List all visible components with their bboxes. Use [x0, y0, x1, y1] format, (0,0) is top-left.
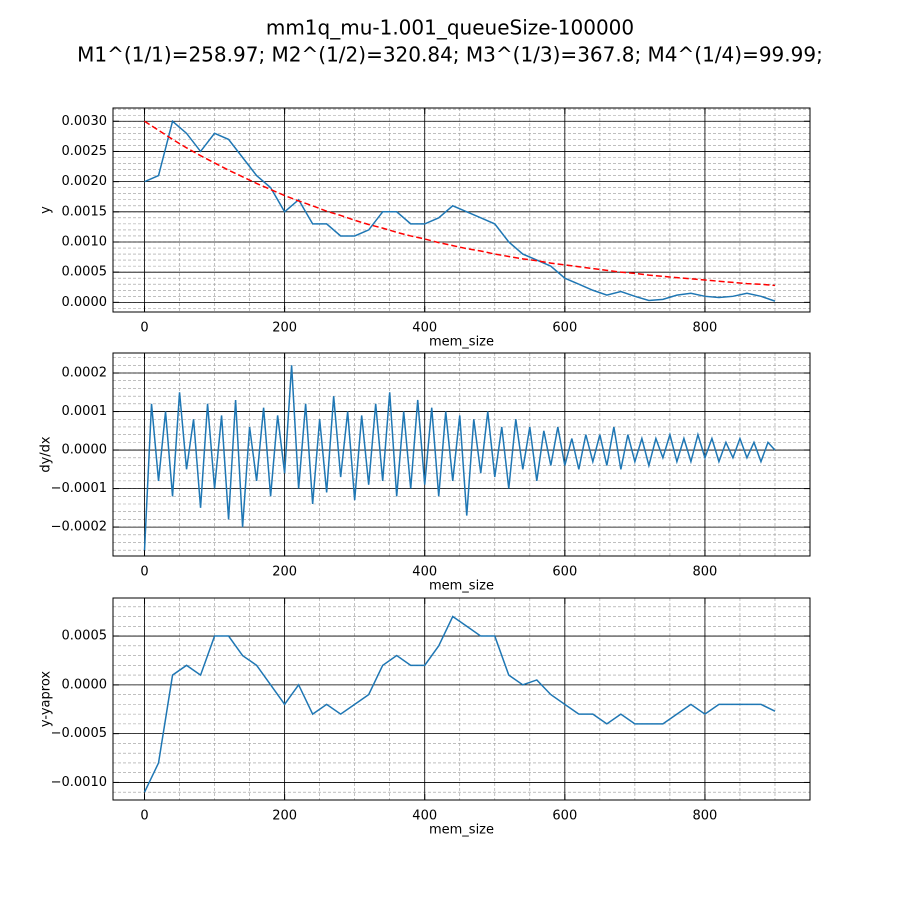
y-axis-label: y: [39, 206, 54, 214]
y-tick-label: 0.0005: [62, 629, 108, 644]
x-axis-label: mem_size: [429, 579, 494, 594]
x-tick-label: 600: [552, 565, 577, 580]
y-tick-label: 0.0025: [62, 144, 108, 159]
axes-frame: [112, 597, 811, 801]
x-tick-label: 400: [412, 321, 437, 336]
y-tick-label: 0.0000: [62, 443, 108, 458]
x-tick-label: 800: [693, 321, 718, 336]
plot-area: 0 200 400 600 800 0.0000 0.0005 0.0010 0.0015 0.0…: [39, 107, 811, 350]
axes-frame: [112, 107, 811, 313]
x-tick-label: 200: [272, 565, 297, 580]
x-axis-label: mem_size: [429, 823, 494, 838]
data-line: [144, 119, 776, 302]
x-tick-label: 200: [272, 809, 297, 824]
data-line: [143, 615, 776, 793]
x-tick-label: 800: [693, 565, 718, 580]
y-tick-label: 0.0000: [62, 295, 108, 310]
x-tick-label: 0: [140, 321, 148, 336]
y-tick-label: 0.0002: [62, 366, 108, 381]
y-tick-label: 0.0015: [62, 204, 108, 219]
y-tick-label: 0.0020: [62, 174, 108, 189]
x-tick-label: 400: [412, 809, 437, 824]
x-tick-label: 800: [693, 809, 718, 824]
y-tick-label: 0.0030: [62, 114, 108, 129]
x-tick-label: 200: [272, 321, 297, 336]
x-tick-label: 600: [552, 809, 577, 824]
x-tick-label: 400: [412, 565, 437, 580]
y-tick-label: −0.0001: [51, 481, 107, 496]
y-tick-label: 0.0010: [62, 234, 108, 249]
y-axis-label: dy/dx: [39, 436, 54, 473]
x-tick-label: 0: [140, 809, 148, 824]
y-tick-label: −0.0002: [51, 520, 107, 535]
plot-area: 0 200 400 600 800 −0.0002 −0.0001 0.0000 0.0001 0…: [39, 352, 811, 594]
y-tick-label: 0.0005: [62, 265, 108, 280]
y-tick-label: −0.0005: [51, 726, 107, 741]
y-axis-label: y-yaprox: [39, 671, 54, 727]
y-tick-label: −0.0010: [51, 775, 107, 790]
plot-area: 0 200 400 600 800 −0.0010 −0.0005 0.0000 0.0005 m…: [39, 597, 811, 838]
y-tick-label: 0.0001: [62, 404, 108, 419]
x-tick-label: 600: [552, 321, 577, 336]
x-axis-label: mem_size: [429, 335, 494, 350]
figure-title: mm1q_mu-1.001_queueSize-100000: [266, 16, 634, 40]
x-tick-label: 0: [140, 565, 148, 580]
y-tick-label: 0.0000: [62, 677, 108, 692]
data-line: [144, 120, 776, 287]
figure-title: M1^(1/1)=258.97; M2^(1/2)=320.84; M3^(1/…: [77, 43, 823, 67]
axes-frame: [112, 352, 811, 557]
data-line: [143, 365, 776, 551]
